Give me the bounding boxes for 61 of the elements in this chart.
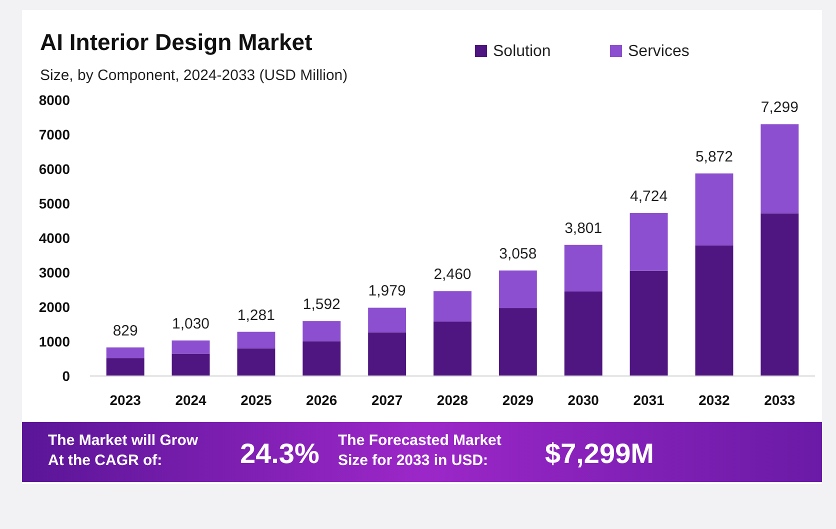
x-tick-label: 2027: [371, 392, 403, 408]
total-label: 1,030: [172, 315, 210, 332]
bar: [630, 270, 668, 376]
bar: [760, 124, 799, 214]
x-tick-label: 2030: [568, 392, 600, 408]
bar: [760, 213, 799, 376]
legend-label: Services: [628, 43, 690, 60]
bar: [302, 321, 341, 342]
text: The Market will Grow At the CAGR of:: [48, 432, 198, 469]
y-tick-label: 2000: [38, 298, 70, 315]
total-label: 2,460: [434, 266, 472, 284]
bar: [106, 358, 144, 376]
text: $7,299M: [545, 438, 654, 469]
total-label: 1,979: [368, 282, 406, 300]
x-tick-label: 2025: [240, 392, 272, 408]
x-tick-label: 2032: [698, 392, 730, 408]
bar: [302, 341, 341, 376]
bar: [434, 291, 472, 322]
bar: [237, 332, 276, 348]
y-tick-label: 7000: [38, 126, 70, 142]
total-label: 1,592: [302, 296, 340, 314]
y-tick-label: 0: [62, 368, 70, 384]
x-tick-label: 2029: [502, 392, 534, 408]
x-tick-label: 2023: [110, 392, 142, 408]
bar: [630, 213, 668, 271]
x-tick-label: 2026: [306, 392, 338, 408]
y-tick-label: 6000: [38, 160, 70, 177]
y-tick-label: 5000: [38, 195, 70, 212]
x-tick-label: 2028: [436, 392, 468, 408]
total-label: 4,724: [630, 188, 668, 206]
y-tick-label: 3000: [38, 264, 70, 280]
text: 24.3%: [240, 438, 320, 469]
total-label: 3,058: [499, 246, 537, 262]
bar: [695, 245, 734, 376]
x-tick-label: 2031: [633, 392, 665, 408]
text: The Forecasted Market Size for 2033 in USD:: [338, 432, 502, 469]
total-label: 1,281: [237, 306, 275, 324]
x-tick-label: 2033: [764, 392, 796, 408]
bar: [368, 308, 406, 332]
legend-label: Solution: [493, 43, 551, 60]
chart-title: AI Interior Design Market: [40, 29, 313, 55]
bar: [498, 308, 537, 376]
total-label: 5,872: [695, 148, 734, 166]
bar: [498, 270, 537, 308]
bar: [368, 332, 406, 376]
y-tick-label: 1000: [38, 333, 70, 350]
total-label: 829: [112, 322, 138, 340]
y-tick-label: 4000: [38, 230, 70, 246]
bar: [237, 348, 276, 376]
bar: [695, 173, 734, 246]
total-label: 7,299: [760, 99, 798, 116]
bar: [564, 244, 602, 292]
bar: [564, 291, 602, 376]
y-tick-label: 8000: [38, 92, 70, 108]
total-label: 3,801: [564, 220, 602, 237]
bar: [172, 340, 210, 354]
bar: [106, 347, 144, 358]
bar: [434, 322, 472, 376]
x-tick-label: 2024: [175, 392, 207, 408]
bar: [172, 354, 210, 376]
chart-subtitle: Size, by Component, 2024-2033 (USD Million): [40, 67, 348, 84]
